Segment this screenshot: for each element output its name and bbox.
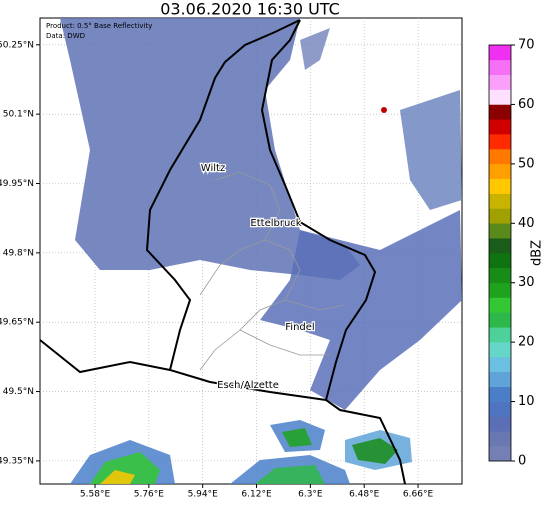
colorbar-band xyxy=(489,208,511,224)
place-label: Findel xyxy=(285,322,314,333)
colorbar-band xyxy=(489,74,511,90)
colorbar-band xyxy=(489,59,511,76)
colorbar-band xyxy=(489,327,511,343)
place-label: Wiltz xyxy=(201,163,225,174)
colorbar-band xyxy=(489,104,511,120)
y-tick-label: 49.5°N xyxy=(3,387,34,397)
colorbar-band xyxy=(489,416,511,432)
x-tick-label: 6.48°E xyxy=(349,490,380,500)
radar-echoes xyxy=(60,18,462,484)
colorbar-band xyxy=(489,446,511,462)
colorbar-tick-label: 0 xyxy=(518,454,526,469)
y-tick-label: 50.25°N xyxy=(0,40,34,50)
colorbar-tick-label: 60 xyxy=(518,97,535,112)
x-tick-label: 5.58°E xyxy=(80,490,111,500)
colorbar-frame xyxy=(488,44,512,462)
colorbar-band xyxy=(489,386,511,402)
colorbar-band xyxy=(489,223,511,239)
y-tick-label: 49.65°N xyxy=(0,318,34,328)
colorbar-band xyxy=(489,119,511,135)
place-label: Esch/Alzette xyxy=(217,380,279,391)
colorbar-band xyxy=(489,267,511,284)
colorbar-band xyxy=(489,178,511,194)
colorbar-band xyxy=(489,134,511,150)
colorbar-band xyxy=(489,149,511,165)
colorbar-tick-label: 10 xyxy=(518,394,535,409)
colorbar-band xyxy=(489,238,511,254)
y-tick-label: 49.35°N xyxy=(0,456,34,466)
colorbar-band xyxy=(489,371,511,388)
colorbar-band xyxy=(489,45,511,61)
colorbar-tick-label: 30 xyxy=(518,275,535,290)
x-tick-label: 6.12°E xyxy=(241,490,272,500)
colorbar-band xyxy=(489,253,511,269)
colorbar-tick-label: 20 xyxy=(518,335,535,350)
colorbar-band xyxy=(489,401,511,417)
colorbar-tick-label: 50 xyxy=(518,156,535,171)
data-note: Data: DWD xyxy=(46,32,85,40)
colorbar-tick-label: 70 xyxy=(518,38,535,53)
map-title: 03.06.2020 16:30 UTC xyxy=(160,0,340,19)
y-tick-label: 49.95°N xyxy=(0,179,34,189)
colorbar-band xyxy=(489,163,511,180)
x-tick-label: 6.66°E xyxy=(403,490,434,500)
y-tick-label: 49.8°N xyxy=(3,248,34,258)
x-tick-label: 5.94°E xyxy=(188,490,219,500)
colorbar-band xyxy=(489,89,511,105)
colorbar-band xyxy=(489,342,511,358)
colorbar-band xyxy=(489,312,511,328)
colorbar-band xyxy=(489,297,511,313)
product-note: Product: 0.5° Base Reflectivity xyxy=(46,22,152,30)
colorbar-band xyxy=(489,193,511,209)
y-tick-label: 50.1°N xyxy=(3,110,34,120)
place-label: Ettelbruck xyxy=(250,218,301,229)
colorbar-tick-label: 40 xyxy=(518,216,535,231)
x-tick-label: 6.3°E xyxy=(298,490,323,500)
borders xyxy=(40,19,406,484)
colorbar-label: dBZ xyxy=(530,240,545,266)
x-tick-label: 5.76°E xyxy=(134,490,165,500)
colorbar-band xyxy=(489,357,511,373)
colorbar-band xyxy=(489,431,511,447)
radar-site xyxy=(381,107,387,113)
colorbar-band xyxy=(489,282,511,298)
